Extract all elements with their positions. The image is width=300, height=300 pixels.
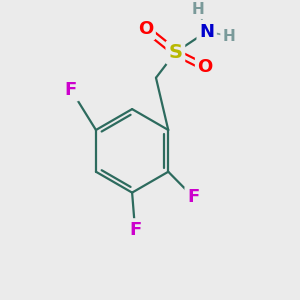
Text: F: F bbox=[129, 221, 141, 239]
Text: O: O bbox=[198, 58, 213, 76]
Text: N: N bbox=[199, 22, 214, 40]
Text: F: F bbox=[187, 188, 200, 206]
Text: H: H bbox=[223, 28, 236, 44]
Text: S: S bbox=[168, 43, 182, 62]
Text: O: O bbox=[138, 20, 153, 38]
Text: F: F bbox=[65, 81, 77, 99]
Text: H: H bbox=[191, 2, 204, 17]
